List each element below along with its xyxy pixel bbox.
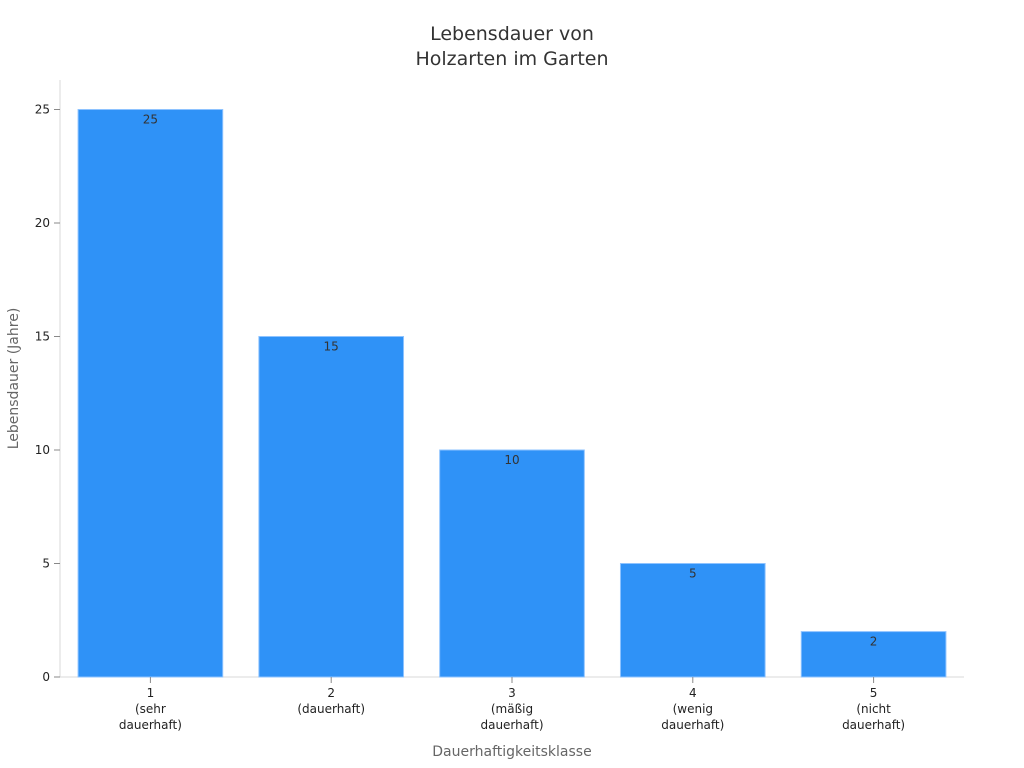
y-ticks: 0 5 10 15 20 25 xyxy=(35,103,60,684)
chart-title-line: Holzarten im Garten xyxy=(415,48,608,70)
bar-data-label: 10 xyxy=(504,453,519,467)
chart-title: Lebensdauer von Holzarten im Garten xyxy=(415,23,608,70)
x-tick-label-line: dauerhaft) xyxy=(480,718,543,732)
x-tick-label-line: 2 xyxy=(327,686,335,700)
x-tick-label-line: (dauerhaft) xyxy=(297,702,365,716)
bar xyxy=(800,631,947,678)
x-tick-label-line: dauerhaft) xyxy=(119,718,182,732)
x-tick-label-line: (wenig xyxy=(673,702,713,716)
bars xyxy=(77,109,947,678)
bar-labels: 25 15 10 5 2 xyxy=(143,113,878,649)
bar xyxy=(77,109,224,678)
x-axis-title: Dauerhaftigkeitsklasse xyxy=(432,744,591,760)
x-tick-label-line: dauerhaft) xyxy=(842,718,905,732)
y-axis-title: Lebensdauer (Jahre) xyxy=(6,308,22,450)
bar xyxy=(439,449,585,678)
bar-data-label: 2 xyxy=(870,635,878,649)
x-tick-label-line: 4 xyxy=(689,686,697,700)
x-tick-label: 4 (wenig dauerhaft) xyxy=(661,686,724,732)
x-tick-label-line: (mäßig xyxy=(491,702,533,716)
y-tick-label: 25 xyxy=(35,103,50,117)
x-tick-label-line: (sehr xyxy=(135,702,166,716)
y-tick-label: 5 xyxy=(42,557,50,571)
chart-title-line: Lebensdauer von xyxy=(430,23,594,45)
x-tick-label-line: dauerhaft) xyxy=(661,718,724,732)
y-tick-label: 20 xyxy=(35,216,50,230)
y-tick-label: 0 xyxy=(42,670,50,684)
x-tick-label: 3 (mäßig dauerhaft) xyxy=(480,686,543,732)
y-tick-label: 10 xyxy=(35,443,50,457)
bar-data-label: 25 xyxy=(143,113,158,127)
bar xyxy=(258,336,405,678)
y-tick-label: 15 xyxy=(35,330,50,344)
x-tick-label: 1 (sehr dauerhaft) xyxy=(119,686,182,732)
bar-data-label: 5 xyxy=(689,567,697,581)
x-tick-label-line: (nicht xyxy=(856,702,891,716)
x-tick-label: 5 (nicht dauerhaft) xyxy=(842,686,905,732)
x-tick-label-line: 3 xyxy=(508,686,516,700)
x-ticks: 1 (sehr dauerhaft) 2 (dauerhaft) 3 (mäßig dauer… xyxy=(119,677,905,732)
bar xyxy=(619,563,766,678)
bar-data-label: 15 xyxy=(324,340,339,354)
x-tick-label: 2 (dauerhaft) xyxy=(297,686,365,716)
x-tick-label-line: 5 xyxy=(870,686,878,700)
x-tick-label-line: 1 xyxy=(147,686,155,700)
